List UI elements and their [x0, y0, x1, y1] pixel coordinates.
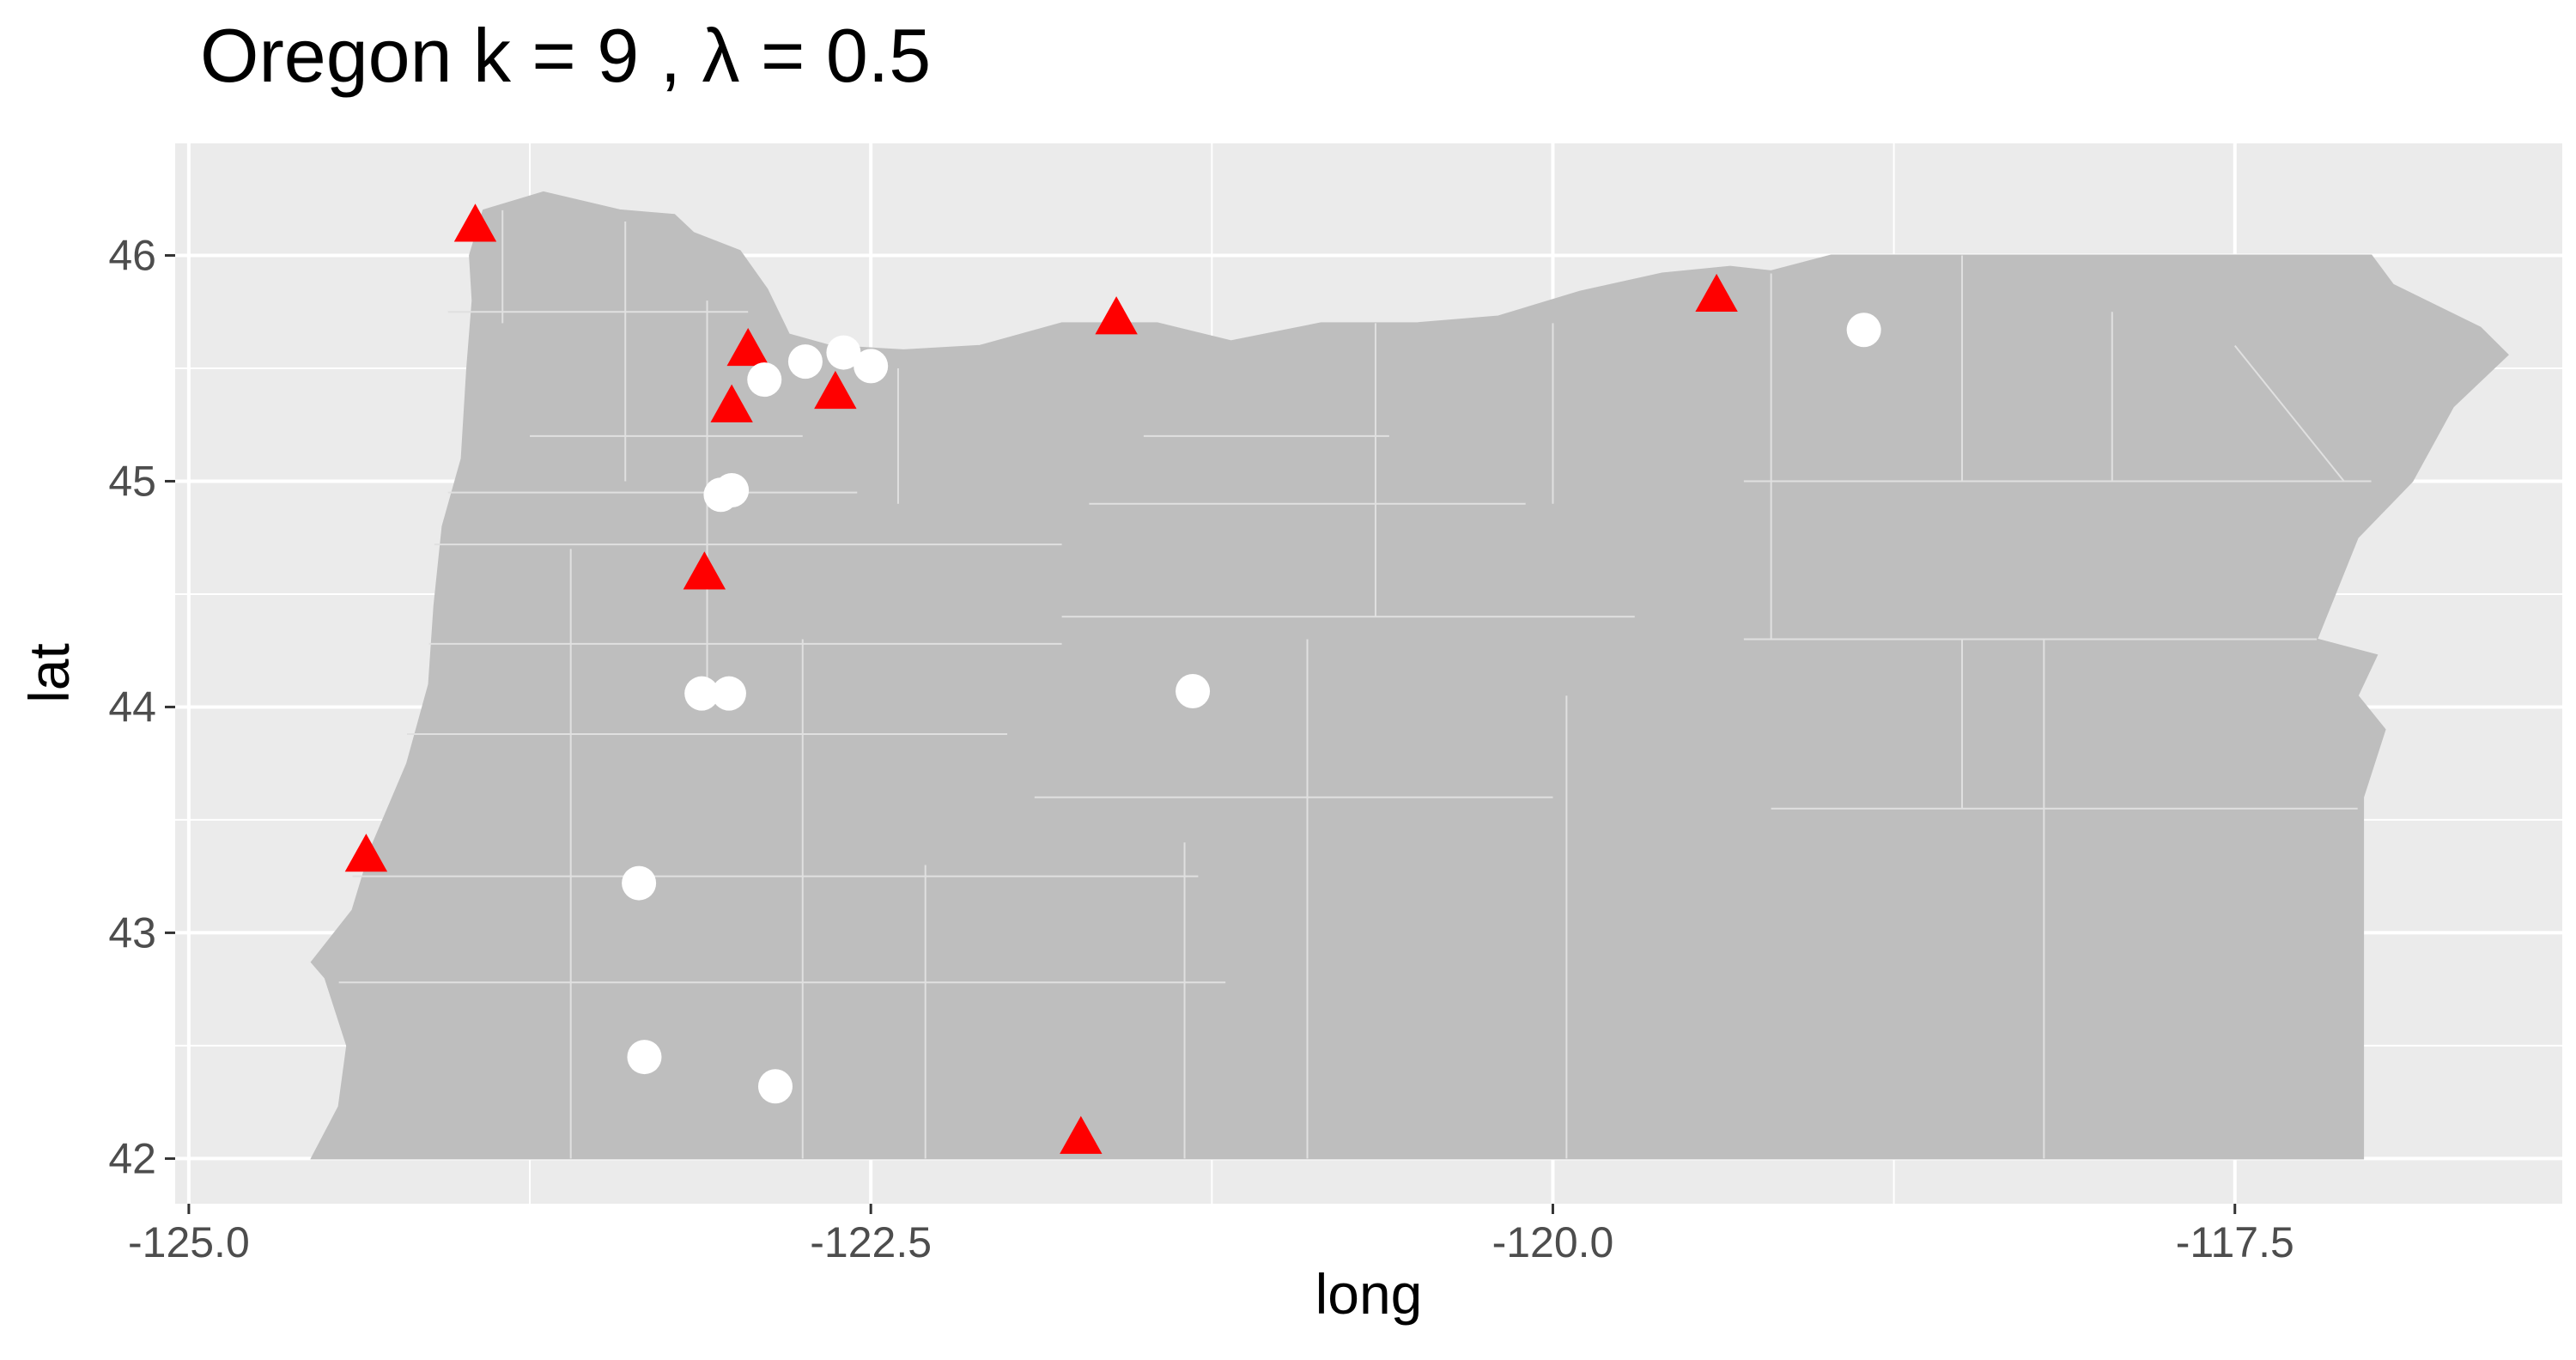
triangle-marker [344, 834, 388, 872]
y-tick-label: 45 [108, 457, 156, 505]
triangle-marker [453, 203, 497, 242]
triangle-marker [710, 384, 753, 422]
circle-marker [787, 344, 823, 379]
oregon-state-shape [310, 191, 2509, 1160]
y-tick-label: 44 [108, 683, 156, 731]
county-boundaries [338, 209, 2372, 1159]
x-tick-label: -122.5 [810, 1218, 932, 1266]
triangle-marker [1095, 296, 1138, 335]
x-tick-label: -120.0 [1492, 1218, 1614, 1266]
y-axis: 42 43 44 45 46 [108, 231, 175, 1182]
x-axis-title: long [1315, 1262, 1423, 1326]
data-points [344, 203, 1881, 1154]
y-tick-label: 43 [108, 908, 156, 956]
circle-marker [711, 676, 746, 711]
circle-marker [757, 1069, 793, 1104]
triangle-marker [1695, 273, 1738, 313]
chart-title: Oregon k = 9 , λ = 0.5 [200, 13, 931, 98]
triangle-marker [683, 551, 726, 590]
circle-marker [747, 362, 782, 398]
circle-marker [714, 472, 750, 507]
circle-marker [1846, 313, 1881, 348]
circle-marker [854, 349, 889, 384]
circle-marker [826, 335, 861, 370]
triangle-marker [814, 370, 857, 410]
circle-marker [684, 676, 720, 711]
y-tick-label: 46 [108, 231, 156, 279]
circle-marker [1176, 674, 1211, 709]
y-tick-label: 42 [108, 1134, 156, 1182]
triangle-marker [726, 327, 769, 367]
x-tick-label: -117.5 [2176, 1218, 2294, 1266]
oregon-map [310, 191, 2509, 1160]
x-axis: -125.0 -122.5 -120.0 -117.5 [128, 1204, 2294, 1266]
county-boundary [2233, 345, 2345, 483]
circle-marker [622, 865, 657, 901]
x-tick-label: -125.0 [128, 1218, 250, 1266]
circle-marker [627, 1040, 662, 1075]
y-axis-title: lat [17, 643, 81, 703]
triangle-marker [1060, 1115, 1103, 1154]
